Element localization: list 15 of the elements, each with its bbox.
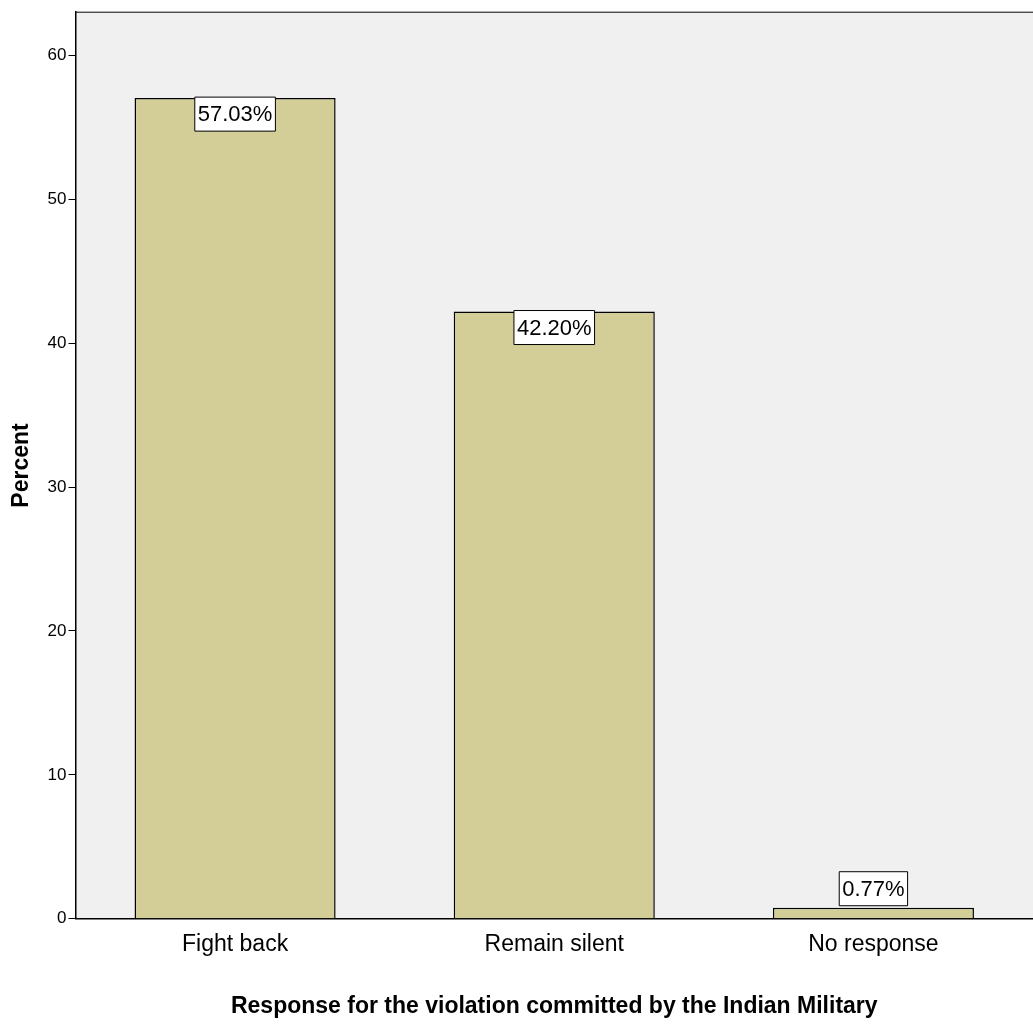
x-tick-label: No response (808, 929, 939, 956)
y-tick-label: 20 (47, 620, 67, 640)
y-tick-label: 0 (57, 908, 67, 928)
y-axis-title: Percent (7, 422, 34, 508)
x-tick-label: Remain silent (484, 929, 625, 956)
y-tick-label: 40 (47, 332, 67, 352)
x-axis-title: Response for the violation committed by the Indian Military (230, 991, 878, 1018)
data-label: 42.20% (516, 314, 592, 340)
data-label: 0.77% (842, 875, 905, 901)
y-tick-label: 10 (47, 764, 67, 784)
x-tick-label: Fight back (182, 929, 289, 956)
y-tick-label: 60 (47, 45, 67, 65)
y-tick-label: 30 (47, 476, 67, 496)
data-label: 57.03% (197, 101, 273, 127)
y-tick-label: 50 (47, 188, 67, 208)
